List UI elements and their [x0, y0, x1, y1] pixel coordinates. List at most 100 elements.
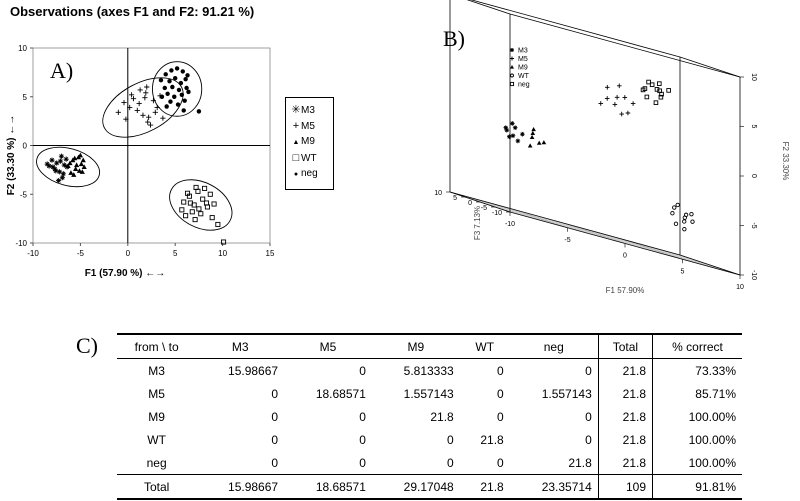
data-point-a-neg	[169, 68, 174, 73]
data-point-b-m3-shape	[504, 127, 510, 133]
data-point-b-m3-shape	[510, 121, 515, 126]
data-point-a-neg	[172, 94, 177, 99]
data-point-a-wt-shape	[209, 215, 215, 221]
legend-label: M3	[301, 105, 315, 116]
data-point-b-wt-shape	[682, 219, 687, 224]
data-point-a-neg-shape	[164, 104, 169, 109]
data-point-b-wt-shape	[675, 202, 680, 208]
data-point-a-neg-shape	[168, 99, 173, 104]
data-point-a-m9-shape	[72, 155, 78, 161]
data-point-a-wt-shape	[181, 199, 187, 205]
data-point-a-m5	[134, 107, 140, 113]
x-axis-label-b: F1 57.90%	[606, 286, 645, 295]
data-point-a-neg	[178, 80, 184, 86]
data-point-a-wt-shape	[193, 184, 199, 190]
data-point-b-m5-shape	[622, 95, 628, 100]
data-point-a-m3-shape	[53, 168, 59, 174]
data-point-b-m3-shape	[503, 125, 509, 130]
data-point-a-neg	[162, 85, 167, 91]
data-point-a-m3-shape	[46, 163, 52, 169]
table-cell: 0	[359, 432, 366, 447]
data-point-b-m3	[510, 133, 516, 139]
column-header: M9	[371, 333, 460, 359]
table-cell: 0	[447, 432, 454, 447]
x-axis-label-a: F1 (57.90 %) ←→	[85, 268, 166, 279]
table-cell: 29.17048	[371, 474, 460, 500]
data-point-b-wt	[682, 226, 687, 232]
data-point-a-neg-shape	[185, 73, 190, 78]
table-cell: 21.8	[430, 409, 454, 424]
data-point-b-m5-shape	[616, 83, 622, 89]
scatter-plot-3d-b: -10 -5 0 5 10 -10 -5 0 5 10 -10 -5 0 5 10 F1 57.90% F3 7…	[434, 0, 790, 295]
data-point-a-m5	[121, 100, 127, 106]
data-point-a-m9	[73, 166, 79, 171]
data-point-a-neg-shape	[170, 84, 175, 90]
data-point-b-m3-shape	[515, 138, 521, 144]
cube-edge	[679, 254, 741, 276]
legend-item-m9: ▲ M9	[291, 135, 315, 149]
data-point-b-wt	[689, 211, 694, 217]
table-cell: 0	[497, 455, 504, 470]
data-point-a-m5	[127, 104, 133, 111]
data-point-a-neg-shape	[180, 69, 185, 74]
data-point-a-neg-shape	[172, 76, 178, 81]
data-point-a-m5-shape	[130, 96, 137, 102]
column-header: from \ to	[117, 333, 197, 359]
table-cell: 0	[271, 432, 279, 447]
legend-marker-b-wt-shape	[510, 73, 514, 78]
column-header: M5	[284, 333, 372, 359]
data-point-a-m5-shape	[115, 109, 121, 115]
data-point-a-neg	[182, 98, 187, 103]
x-tick-label-a: -5	[77, 249, 85, 258]
data-point-a-neg-shape	[158, 77, 164, 83]
data-point-a-m5	[145, 119, 151, 125]
data-point-a-neg	[167, 78, 172, 84]
data-point-a-m5	[150, 98, 156, 104]
table-cell: 100.00%	[688, 455, 736, 470]
table-row: M3 15.98667 0 5.813333 0 0 21.8 73.33%	[117, 358, 742, 382]
z-tick-label-b: 10	[434, 190, 442, 197]
data-point-a-neg-shape	[167, 78, 172, 84]
table-cell: 0	[497, 386, 504, 401]
data-point-b-m5-shape	[619, 111, 624, 117]
data-point-a-m3	[60, 171, 66, 177]
data-point-b-neg-shape	[646, 79, 651, 85]
data-point-a-m3	[46, 163, 52, 169]
data-point-a-wt-shape	[189, 209, 195, 215]
data-point-a-wt-shape	[196, 206, 202, 212]
data-point-a-m9	[78, 161, 84, 167]
table-cell: 5.813333	[403, 363, 454, 378]
table-cell: 0	[497, 363, 504, 378]
data-point-a-wt-shape	[184, 190, 191, 196]
data-point-b-m5	[630, 101, 636, 106]
data-point-a-m5-shape	[128, 92, 135, 98]
data-point-a-m3-shape	[63, 156, 69, 162]
legend-item-m3: ✳M3	[291, 103, 315, 117]
data-point-a-neg-shape	[162, 85, 167, 91]
data-point-b-m5	[598, 101, 604, 106]
data-point-a-m3-shape	[60, 171, 66, 177]
table-cell: 21.8	[459, 474, 510, 500]
data-point-a-wt	[221, 239, 227, 245]
data-point-a-neg	[176, 87, 182, 93]
legend-marker-square: □	[292, 152, 300, 164]
table-cell: 18.68571	[315, 386, 366, 401]
data-point-a-wt-shape	[211, 201, 217, 207]
data-point-a-m5-shape	[152, 109, 158, 115]
legend-marker-b-m3-shape	[510, 48, 514, 52]
data-point-a-m5-shape	[146, 114, 152, 120]
data-point-b-m5	[616, 83, 622, 89]
data-point-a-m5	[128, 92, 135, 98]
cube-edge	[509, 13, 741, 78]
legend-marker-b-m5-shape	[510, 56, 514, 61]
legend-marker-b-neg-shape	[509, 81, 515, 87]
data-point-b-m9	[527, 143, 533, 148]
data-point-a-neg	[180, 69, 185, 74]
data-point-a-m9	[81, 164, 87, 170]
data-point-a-wt	[203, 200, 210, 206]
data-point-a-neg	[170, 84, 175, 90]
data-point-b-m3	[510, 121, 515, 126]
y-axis-label-a: F2 (33.30 %) ←→	[6, 115, 17, 196]
data-point-a-m5-shape	[145, 119, 151, 125]
y-tick-label-b: 0	[750, 174, 757, 178]
